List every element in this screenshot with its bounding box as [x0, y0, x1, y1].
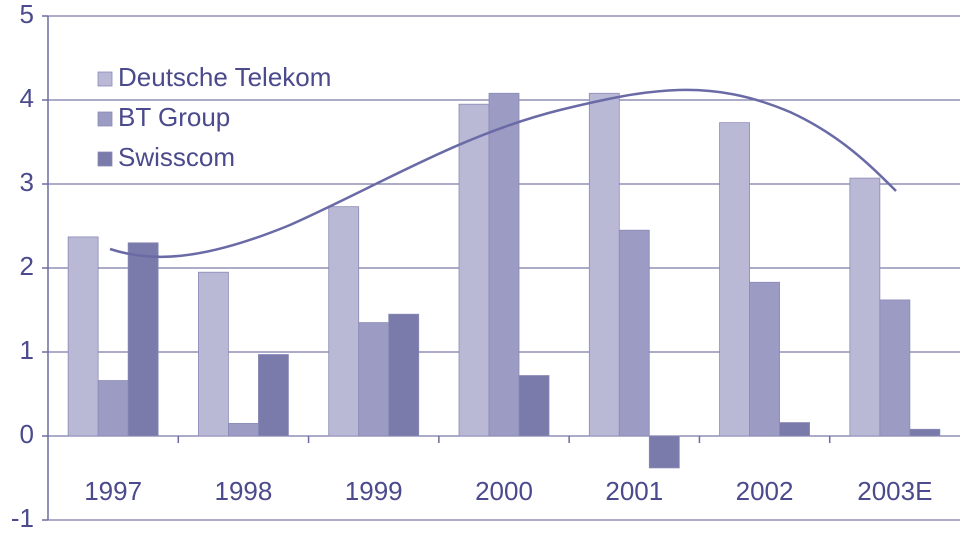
bar	[518, 375, 550, 437]
bar	[588, 92, 620, 437]
bar	[648, 435, 680, 469]
bar	[67, 236, 99, 437]
x-tick-label: 1998	[215, 476, 273, 506]
x-tick-label: 2002	[736, 476, 794, 506]
bar	[127, 242, 159, 437]
bar	[388, 313, 420, 437]
bar	[779, 422, 810, 437]
bar	[849, 177, 881, 437]
x-tick-label: 2003E	[857, 476, 932, 506]
bar	[258, 354, 289, 437]
legend-swatch	[97, 151, 113, 167]
bar	[328, 206, 360, 437]
x-tick-label: 1997	[84, 476, 142, 506]
bar	[909, 428, 941, 437]
bar	[879, 299, 911, 437]
legend-swatch	[97, 111, 113, 127]
y-tick-label: 2	[20, 251, 34, 281]
legend-label: Swisscom	[118, 142, 235, 172]
bar	[488, 92, 520, 437]
y-tick-label: 0	[20, 419, 34, 449]
y-tick-label: -1	[11, 503, 34, 533]
bar	[97, 380, 129, 437]
bar	[458, 103, 490, 437]
trend-line	[109, 88, 897, 259]
y-tick-label: 1	[20, 335, 34, 365]
legend-swatch	[97, 71, 113, 87]
bar	[358, 322, 390, 437]
y-tick-label: 5	[20, 0, 34, 29]
bar	[618, 229, 650, 437]
legend-label: BT Group	[118, 102, 230, 132]
bar	[228, 422, 259, 437]
legend-label: Deutsche Telekom	[118, 62, 331, 92]
y-tick-label: 4	[20, 83, 34, 113]
bar	[719, 122, 750, 437]
bar	[749, 281, 780, 437]
bar	[198, 271, 229, 437]
x-tick-label: 1999	[345, 476, 403, 506]
x-tick-label: 2000	[475, 476, 533, 506]
y-tick-label: 3	[20, 167, 34, 197]
x-tick-label: 2001	[605, 476, 663, 506]
